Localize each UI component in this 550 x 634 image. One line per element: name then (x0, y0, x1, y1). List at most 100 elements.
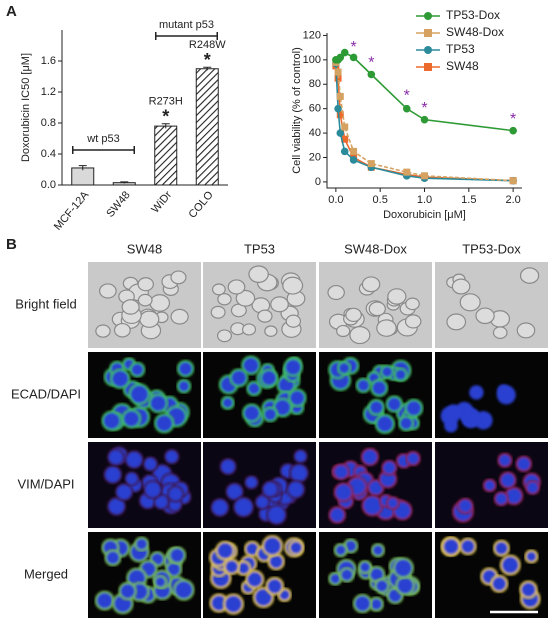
cell (349, 326, 371, 345)
cell (333, 482, 354, 503)
cell (461, 409, 481, 429)
bar (195, 68, 219, 186)
column-header: TP53 (244, 241, 275, 256)
cell (95, 324, 111, 338)
cell (137, 293, 153, 307)
cell (257, 309, 273, 323)
cell (519, 580, 538, 599)
point (421, 172, 428, 180)
legend-marker (424, 29, 432, 37)
point (334, 104, 342, 113)
cell (395, 575, 416, 596)
cell (289, 463, 310, 484)
cell (210, 305, 226, 319)
error-bar (78, 165, 87, 171)
cell (104, 549, 122, 567)
cell (490, 574, 509, 593)
micrograph (203, 442, 316, 528)
cell (211, 283, 226, 296)
cell (345, 307, 362, 323)
cell (499, 554, 521, 576)
cell (336, 324, 351, 338)
bar-label: R273H (149, 96, 183, 108)
cell (94, 590, 115, 611)
annotation: * (510, 111, 516, 128)
x-tick-label: MCF-12A (52, 189, 92, 233)
cell (168, 546, 187, 565)
annotation: * (350, 39, 356, 56)
micrograph (88, 532, 201, 618)
cell (139, 310, 160, 328)
point (341, 123, 349, 131)
point (349, 53, 358, 62)
cell (153, 574, 168, 589)
cell (524, 549, 539, 564)
cell (492, 326, 508, 339)
point (341, 135, 349, 143)
cell (244, 474, 259, 490)
cell (339, 567, 355, 583)
cell (220, 395, 235, 410)
bar (71, 167, 95, 186)
cell (405, 297, 420, 311)
cell (99, 283, 117, 299)
point (336, 129, 345, 137)
cell (103, 465, 123, 485)
y-tick-label: 100 (303, 54, 321, 66)
cell (446, 313, 467, 331)
micrograph (319, 532, 432, 618)
cell (285, 314, 302, 328)
cell (376, 319, 397, 337)
cell (106, 448, 125, 467)
cell (176, 360, 195, 378)
cell (129, 361, 146, 378)
cell (216, 329, 232, 343)
column-header: SW48-Dox (344, 241, 407, 256)
cell (137, 277, 154, 292)
y-axis-label: Cell viability (% of control) (291, 47, 303, 174)
cell (404, 314, 422, 329)
cell (370, 379, 389, 397)
cell (327, 284, 345, 301)
cell (360, 447, 380, 467)
micrograph (319, 262, 432, 348)
cell (288, 539, 305, 556)
cell (444, 418, 458, 433)
row-label: ECAD/DAPI (11, 386, 81, 401)
cell (367, 398, 385, 416)
legend-label: SW48 (446, 59, 479, 73)
point (349, 156, 358, 164)
cell (493, 539, 510, 557)
cell (264, 325, 278, 337)
cell (459, 293, 481, 312)
micrograph (88, 262, 201, 348)
bar-label: R248W (189, 39, 226, 51)
cell (516, 322, 536, 339)
cell (222, 593, 244, 615)
cell (163, 448, 180, 465)
cell (266, 504, 288, 526)
point (350, 147, 358, 155)
bracket (155, 32, 218, 40)
cell (114, 482, 134, 502)
y-tick-label: 0.8 (41, 117, 56, 129)
micrograph (435, 352, 548, 438)
y-tick-label: 0.0 (41, 179, 56, 191)
error-bar (120, 181, 129, 184)
cell (493, 491, 509, 507)
cell (385, 395, 404, 413)
row-label: VIM/DAPI (17, 476, 74, 491)
column-header: SW48 (127, 241, 162, 256)
significance: * (162, 107, 169, 127)
y-tick-label: 1.6 (41, 55, 56, 67)
micrograph (88, 352, 201, 438)
cell (118, 581, 137, 601)
cell (286, 479, 306, 499)
x-tick-label: COLO (187, 189, 217, 221)
cell (113, 322, 131, 338)
error-bar (161, 123, 170, 129)
x-tick-label: 1.5 (461, 194, 476, 206)
x-axis-label: Doxorubicin [μM] (383, 209, 466, 221)
row-label: Merged (24, 566, 68, 581)
